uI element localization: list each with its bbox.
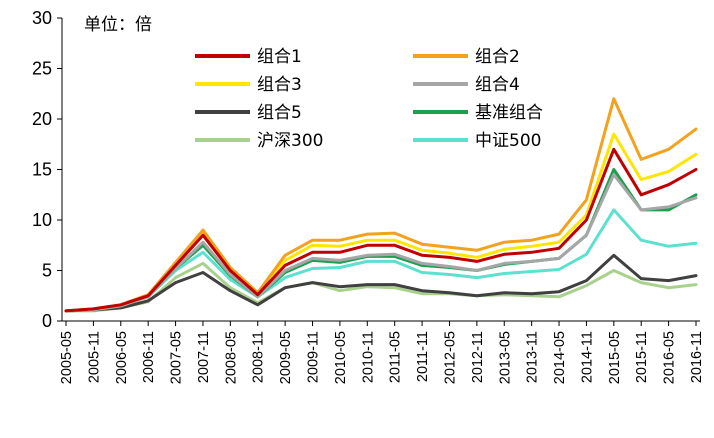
x-tick-label: 2005-11 xyxy=(86,331,102,383)
x-tick-label: 2005-05 xyxy=(59,331,75,384)
x-tick-label: 2016-11 xyxy=(689,331,705,383)
legend-label: 基准组合 xyxy=(475,103,543,123)
series-line-1 xyxy=(64,147,698,313)
legend-label: 中证500 xyxy=(475,131,541,151)
unit-label: 单位：倍 xyxy=(84,15,152,35)
series-line-2 xyxy=(64,97,698,313)
x-tick-label: 2007-05 xyxy=(169,331,185,384)
series-line-4 xyxy=(64,173,698,313)
x-tick-label: 2013-11 xyxy=(525,331,541,383)
x-tick-label: 2009-05 xyxy=(278,331,294,384)
series-line-8 xyxy=(64,208,698,313)
legend-label: 组合2 xyxy=(475,47,520,67)
legend-label: 组合4 xyxy=(475,75,520,95)
x-tick-label: 2006-11 xyxy=(141,331,157,383)
legend-label: 组合3 xyxy=(257,75,302,95)
x-tick-label: 2008-05 xyxy=(223,331,239,384)
x-tick-label: 2006-05 xyxy=(114,331,130,384)
y-axis-ticks: 0 5 10 15 20 25 30 xyxy=(32,8,62,331)
x-tick-label: 2014-05 xyxy=(552,331,568,384)
y-tick-label: 15 xyxy=(32,160,52,180)
y-tick-label: 10 xyxy=(32,210,52,230)
y-tick-label: 5 xyxy=(42,261,52,281)
y-tick-label: 30 xyxy=(32,8,52,28)
legend-label: 组合5 xyxy=(257,103,302,123)
x-tick-label: 2015-11 xyxy=(634,331,650,383)
x-tick-label: 2009-11 xyxy=(306,331,322,383)
y-tick-label: 0 xyxy=(42,311,52,331)
x-tick-label: 2008-11 xyxy=(251,331,267,383)
x-tick-label: 2015-05 xyxy=(607,331,623,384)
series-layer xyxy=(64,97,698,313)
x-tick-label: 2016-05 xyxy=(662,331,678,384)
series-line-5 xyxy=(64,253,698,313)
y-tick-label: 20 xyxy=(32,109,52,129)
series-line-7 xyxy=(64,261,698,313)
x-tick-label: 2010-05 xyxy=(333,331,349,384)
x-tick-label: 2012-05 xyxy=(442,331,458,384)
x-tick-label: 2011-11 xyxy=(415,331,431,382)
x-axis-ticks: 2005-05 2005-11 2006-05 2006-11 2007-05 2007-… xyxy=(59,321,705,384)
x-tick-label: 2013-05 xyxy=(497,331,513,384)
x-tick-label: 2011-05 xyxy=(388,331,404,383)
legend-label: 组合1 xyxy=(257,47,302,67)
legend-label: 沪深300 xyxy=(257,131,323,151)
x-tick-label: 2010-11 xyxy=(360,331,376,383)
x-tick-label: 2012-11 xyxy=(470,331,486,383)
x-tick-label: 2007-11 xyxy=(196,331,212,383)
x-tick-label: 2014-11 xyxy=(579,331,595,383)
y-tick-label: 25 xyxy=(32,59,52,79)
